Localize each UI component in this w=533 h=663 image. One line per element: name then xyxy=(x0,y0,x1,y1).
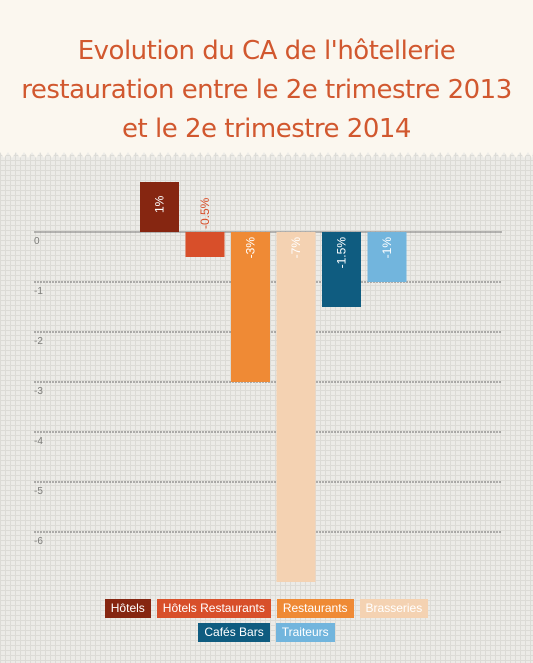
data-label: -1.5% xyxy=(335,237,349,269)
y-tick-label: -3 xyxy=(34,386,43,397)
y-tick-label: -4 xyxy=(34,436,43,447)
y-tick-label: -1 xyxy=(34,286,43,297)
bar-restaurants xyxy=(231,232,270,382)
legend-item: Hôtels xyxy=(104,599,151,618)
legend-item: Restaurants xyxy=(276,599,354,618)
data-label: -0.5% xyxy=(198,197,212,229)
legend-row-1: Hôtels Hôtels Restaurants Restaurants Brass… xyxy=(0,599,533,618)
y-tick-label: -2 xyxy=(34,336,43,347)
data-label: -1% xyxy=(380,237,394,259)
banner-zigzag-edge xyxy=(0,152,533,158)
bar-chart: 0 -1 -2 -3 -4 -5 -6 1% -0.5% -3% -7% -1.5% -1% xyxy=(34,182,502,582)
bar-traiteurs xyxy=(367,232,407,282)
legend-row-2: Cafés Bars Traiteurs xyxy=(0,623,533,642)
title-line-3: et le 2e trimestre 2014 xyxy=(122,114,411,144)
y-tick-label: -5 xyxy=(34,486,43,497)
chart-title: Evolution du CA de l'hôtellerie restaura… xyxy=(0,32,533,149)
title-line-2: restauration entre le 2e trimestre 2013 xyxy=(21,75,512,105)
y-tick-label: 0 xyxy=(34,236,40,247)
data-label: -7% xyxy=(289,237,303,259)
data-label: 1% xyxy=(153,195,167,213)
legend-item: Brasseries xyxy=(359,599,429,618)
bar-h-tels xyxy=(140,182,179,232)
y-tick-label: -6 xyxy=(34,536,43,547)
legend-item: Traiteurs xyxy=(275,623,335,642)
title-banner: Evolution du CA de l'hôtellerie restaura… xyxy=(0,0,533,152)
title-line-1: Evolution du CA de l'hôtellerie xyxy=(77,36,456,66)
bar-brasseries xyxy=(276,232,316,582)
legend-item: Cafés Bars xyxy=(198,623,270,642)
data-label: -3% xyxy=(244,237,258,259)
bar-h-tels-restaurants xyxy=(185,232,225,257)
legend-item: Hôtels Restaurants xyxy=(156,599,271,618)
bar-caf-s-bars xyxy=(322,232,361,307)
